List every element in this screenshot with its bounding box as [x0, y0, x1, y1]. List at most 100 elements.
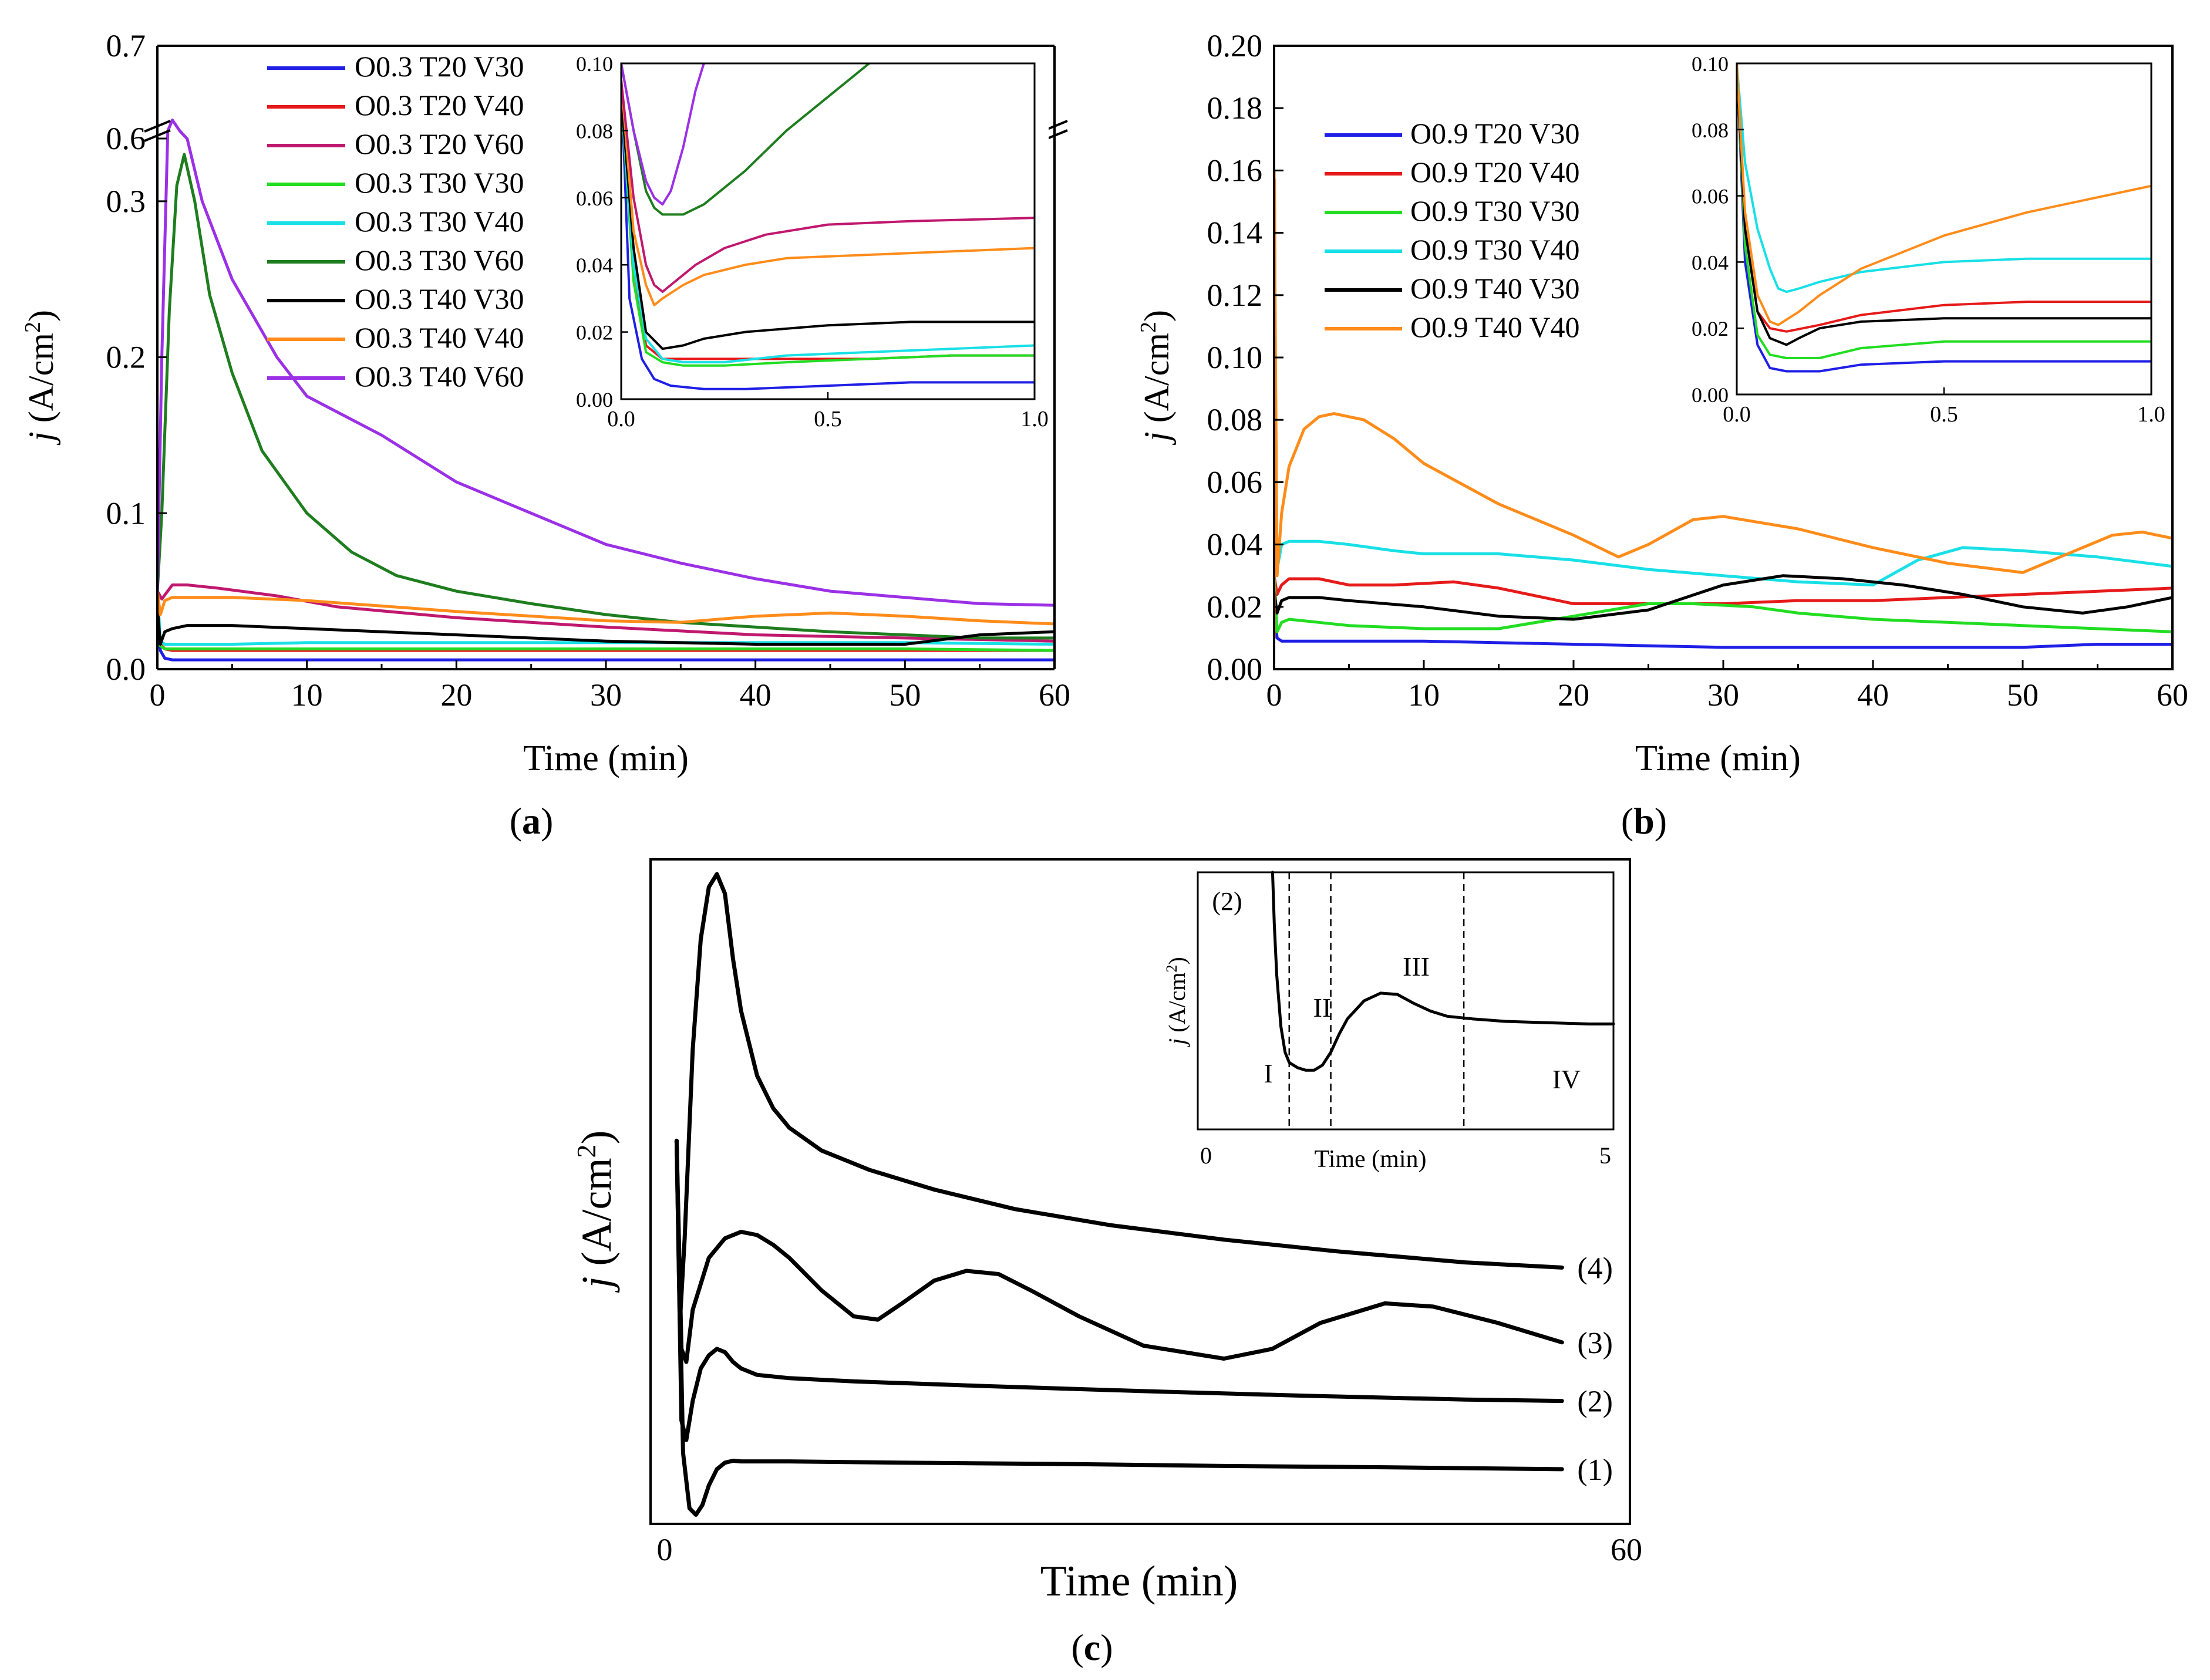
inset-series [1737, 63, 2151, 373]
legend-label: O0.9 T40 V30 [1410, 272, 1579, 305]
panel-a-label: (a) [510, 800, 554, 842]
inset-xlabel: Time (min) [1315, 1146, 1427, 1173]
y-tick-label: 0.12 [1207, 278, 1263, 313]
y-tick-label: 0.06 [1207, 464, 1263, 500]
y-tick-label: 0.10 [1207, 340, 1263, 375]
inset-x-tick-label: 0.0 [1723, 402, 1751, 427]
panel-b-xlabel: Time (min) [1635, 738, 1801, 778]
region-label: II [1313, 993, 1332, 1023]
inset-series-line [621, 79, 1035, 306]
inset-frame [1197, 871, 1615, 1131]
inset-y-tick-label: 0.10 [1692, 52, 1729, 76]
panel-c-series-labels: (4) (3) (2) (1) [1577, 1251, 1613, 1486]
inset-series-line [621, 63, 871, 216]
x-tick-label: 30 [1707, 677, 1739, 713]
series-label: (3) [1577, 1327, 1613, 1360]
y-tick-label: 0.3 [106, 184, 146, 219]
panel-a-ylabel: j (A/cm2) [21, 310, 60, 446]
inset-series-line [1737, 63, 2151, 326]
legend-label: O0.3 T30 V30 [355, 166, 524, 199]
series-label: (1) [1577, 1453, 1613, 1487]
inset-y-tick-label: 0.08 [576, 119, 613, 143]
panel-b: 0 10 20 30 40 50 60 0.00 0.02 0.04 0.06 0.08 0.10 0.1… [1136, 28, 2188, 842]
inset-series-line [621, 96, 1035, 350]
series-label: (4) [1577, 1251, 1613, 1285]
panel-a-series-line [157, 583, 1055, 643]
panel-b-inset: 0.0 0.5 1.0 0.00 0.02 0.04 0.06 0.08 0.10 [1666, 52, 2169, 445]
inset-ylabel-sup: 2 [1163, 965, 1180, 973]
inset-ylabel-close: ) [1164, 957, 1190, 964]
legend-label: O0.9 T40 V40 [1410, 311, 1579, 343]
panel-a-series-line [157, 118, 1055, 607]
inset-series-line [621, 96, 1035, 367]
inset-y-tick-label: 0.08 [1692, 119, 1729, 142]
panel-a-series-line [157, 605, 1055, 646]
y-tick-label: 0.1 [106, 495, 146, 531]
panel-c-frame [649, 858, 1631, 1525]
panel-c-xlabel: Time (min) [1040, 1557, 1238, 1605]
panel-b-axes: 0 10 20 30 40 50 60 0.00 0.02 0.04 0.06 0.08 0.10 0.1… [1207, 28, 2189, 713]
legend-label: O0.3 T20 V30 [355, 50, 524, 83]
inset-y-tick-label: 0.00 [576, 388, 613, 411]
inset-x-tick-label: 0.5 [1930, 402, 1958, 427]
panel-c-series-line [674, 872, 1564, 1325]
panel-a-inset: 0.0 0.5 1.0 0.00 0.02 0.04 0.06 0.08 0.10 [576, 52, 1049, 450]
panel-b-series-line [1274, 574, 2172, 633]
x-tick-label: 0 [150, 677, 166, 713]
panel-c-series [674, 872, 1564, 1517]
panel-b-series [1274, 168, 2172, 649]
inset-y-tick-label: 0.02 [1692, 317, 1729, 340]
inset-series-line [1737, 63, 2151, 359]
panel-b-legend: O0.9 T20 V30 O0.9 T20 V40 O0.9 T30 V30 O0.9… [1325, 117, 1579, 343]
y-tick-label: 0.20 [1207, 28, 1263, 63]
region-label: III [1403, 952, 1430, 981]
panel-c-series-line [674, 1138, 1564, 1517]
legend-label: O0.3 T40 V40 [355, 321, 524, 354]
inset-x-tick-label: 1.0 [2137, 402, 2165, 427]
axis-break-mark [144, 129, 171, 142]
panel-b-series-line [1274, 168, 2172, 578]
inset-series-line [621, 79, 1035, 390]
inset-background [600, 61, 1049, 450]
panel-a-legend: O0.3 T20 V30 O0.3 T20 V40 O0.3 T20 V60 O0.3… [267, 50, 524, 393]
x-tick-label: 0 [657, 1532, 673, 1567]
inset-x-tick-label: 1.0 [1020, 407, 1049, 431]
legend-label: O0.3 T30 V40 [355, 205, 524, 238]
x-tick-label: 60 [1039, 677, 1070, 713]
panel-a-series-line [157, 589, 1055, 652]
legend-label: O0.3 T20 V40 [355, 89, 524, 122]
panel-c-series-line [674, 1138, 1564, 1442]
y-tick-label: 0.04 [1207, 527, 1263, 562]
inset-x-tick-label: 0.0 [607, 407, 635, 431]
x-tick-label: 40 [740, 677, 772, 713]
panel-b-series-line [1274, 574, 2172, 605]
x-tick-label: 30 [590, 677, 622, 713]
inset-series-line [1737, 63, 2151, 373]
legend-label: O0.3 T30 V60 [355, 244, 524, 276]
x-tick-label: 60 [1611, 1532, 1642, 1567]
y-tick-label: 0.6 [106, 121, 146, 156]
x-tick-label: 10 [291, 677, 323, 713]
panel-c: 0 60 Time (min) j (A/cm2) (c) (4) (3) (2) (1… [571, 858, 1642, 1668]
legend-label: O0.9 T30 V40 [1410, 233, 1579, 266]
region-label: I [1264, 1058, 1272, 1088]
inset-curve-label: (2) [1212, 887, 1242, 916]
y-tick-label: 0.18 [1207, 90, 1263, 126]
panel-a-axes: 0 10 20 30 40 50 60 0.0 0.1 0.2 0.3 0.6 0.7 [106, 28, 1071, 713]
legend-label: O0.3 T20 V60 [355, 127, 524, 160]
panel-a-series-line [157, 153, 1055, 640]
x-tick-label: 50 [889, 677, 921, 713]
panel-c-ylabel: j (A/cm2) [571, 1131, 620, 1293]
inset-x-tick-label: 0.5 [814, 407, 842, 431]
panel-a-series-line [157, 605, 1055, 662]
x-tick-label: 10 [1408, 677, 1440, 713]
inset-ylabel-italic: j [1164, 1038, 1190, 1048]
panel-a-xlabel: Time (min) [523, 738, 689, 778]
panel-b-series-line [1274, 539, 2172, 587]
y-tick-label: 0.02 [1207, 589, 1263, 625]
x-tick-label: 20 [1558, 677, 1589, 713]
panel-b-series-line [1274, 574, 2172, 621]
panel-b-label: (b) [1621, 800, 1667, 842]
